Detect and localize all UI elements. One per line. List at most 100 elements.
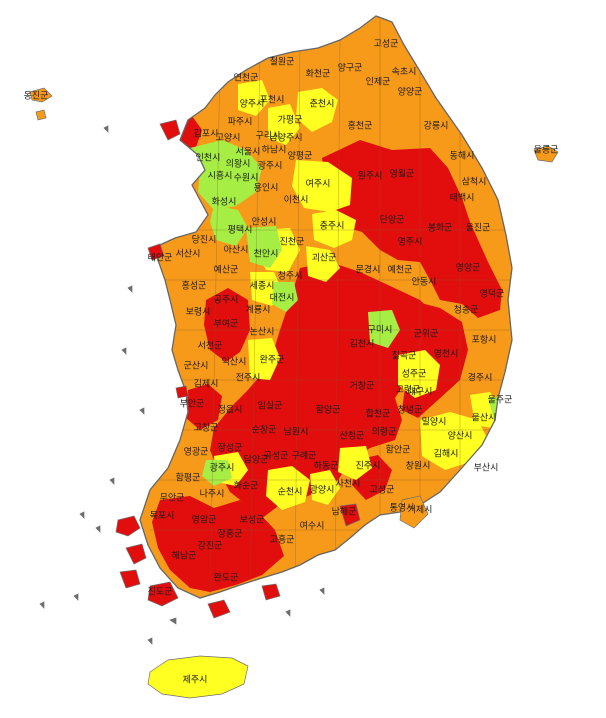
label-taean: 태안군 bbox=[148, 253, 173, 264]
label-mungyeong: 문경시 bbox=[356, 264, 381, 276]
jeju-island bbox=[147, 655, 249, 699]
label-seoul: 서울시 bbox=[236, 147, 261, 158]
region-red-gyeongbuk-north bbox=[400, 210, 445, 258]
region-yellow-goesan bbox=[306, 246, 340, 282]
label-yangju: 양주시 bbox=[240, 99, 265, 110]
wando-island bbox=[207, 599, 231, 619]
label-suncheon: 순천시 bbox=[278, 487, 303, 498]
label-gokseong: 곡성군 bbox=[264, 451, 289, 462]
label-goheung: 고흥군 bbox=[270, 534, 295, 546]
region-yellow-chuncheon bbox=[296, 88, 338, 132]
region-green-gwangju bbox=[202, 460, 232, 486]
label-paju: 파주시 bbox=[228, 117, 253, 128]
gunsan-islands bbox=[175, 385, 189, 399]
label-cheorwon: 철원군 bbox=[270, 57, 295, 68]
region-red-jeonnam-south bbox=[152, 496, 284, 592]
label-wonju: 원주시 bbox=[358, 171, 383, 182]
label-yeongcheon: 영천시 bbox=[434, 349, 459, 360]
label-pohang: 포항시 bbox=[472, 335, 497, 346]
region-green-gumi bbox=[368, 310, 400, 348]
label-goyang: 고양시 bbox=[216, 133, 241, 144]
label-chilgok: 칠곡군 bbox=[392, 351, 417, 362]
geoje-island bbox=[399, 495, 429, 529]
label-geochang: 거창군 bbox=[350, 381, 375, 392]
label-sunchang: 순창군 bbox=[252, 425, 277, 436]
label-cheongju: 청주시 bbox=[278, 271, 303, 282]
label-hadong: 하동군 bbox=[314, 461, 339, 472]
label-yeosu: 여수시 bbox=[300, 520, 325, 532]
label-yeongyang: 영양군 bbox=[456, 263, 481, 274]
label-yeongwol: 영월군 bbox=[390, 168, 415, 180]
label-changnyeong: 창녕군 bbox=[398, 405, 423, 416]
label-sacheon: 사천시 bbox=[336, 479, 361, 490]
label-gangneung: 강릉시 bbox=[424, 121, 449, 132]
label-jindo: 진도군 bbox=[148, 587, 173, 598]
label-donghae: 동해시 bbox=[450, 151, 475, 162]
label-hwasun: 화순군 bbox=[234, 481, 259, 492]
label-gwangyang: 광양시 bbox=[310, 484, 335, 496]
label-yeoncheon: 연천군 bbox=[234, 73, 259, 84]
label-jinju: 진주시 bbox=[356, 461, 381, 472]
label-wanju: 완주군 bbox=[260, 355, 285, 366]
ongjin-island bbox=[29, 87, 53, 103]
label-chuncheon: 춘천시 bbox=[310, 99, 335, 110]
label-cheongsong: 청송군 bbox=[454, 305, 479, 316]
namhae-island bbox=[339, 503, 361, 527]
region-yellow-gapyeong bbox=[268, 104, 300, 145]
label-taebaek: 태백시 bbox=[450, 193, 475, 204]
label-buyeo: 부여군 bbox=[214, 318, 239, 330]
region-yellow-chungju bbox=[312, 210, 356, 248]
label-ongjin: 옹진군 bbox=[24, 91, 49, 102]
label-hongcheon: 홍천군 bbox=[348, 120, 373, 132]
label-uiwang: 의왕시 bbox=[226, 159, 251, 170]
label-jeju: 제주시 bbox=[183, 675, 208, 686]
label-ulju: 울주군 bbox=[488, 395, 513, 406]
label-gunsan: 군산시 bbox=[184, 361, 209, 372]
region-yellow-jinju bbox=[338, 446, 372, 480]
label-goseong: 고성군 bbox=[374, 39, 399, 50]
label-daejeon: 대전시 bbox=[270, 293, 295, 304]
label-hwaseong: 화성시 bbox=[212, 197, 237, 208]
label-namwon: 남원시 bbox=[284, 427, 309, 438]
region-green-gyeonggi-south bbox=[210, 205, 248, 246]
label-gwangju: 광주시 bbox=[210, 462, 235, 474]
label-goesan: 괴산군 bbox=[312, 253, 337, 264]
label-icheon: 이천시 bbox=[284, 195, 309, 206]
label-uiryeong: 의령군 bbox=[372, 426, 397, 438]
label-inje: 인제군 bbox=[366, 77, 391, 88]
ulleung-island bbox=[533, 145, 559, 163]
label-jangheung: 장흥군 bbox=[218, 528, 243, 540]
district-labels: 철원군 화천군 양구군 고성군 연천군 인제군 속초시 양양군 포천시 춘천시 … bbox=[24, 39, 559, 686]
label-miryang: 밀양시 bbox=[422, 416, 447, 428]
goheung-islands bbox=[261, 583, 281, 601]
label-geoje: 거제시 bbox=[408, 505, 433, 516]
label-busan: 부산시 bbox=[474, 463, 499, 474]
label-haenam: 해남군 bbox=[172, 551, 197, 562]
label-daegu: 대구시 bbox=[408, 387, 433, 398]
label-wando: 완도군 bbox=[214, 573, 239, 584]
label-yeongdeok: 영덕군 bbox=[480, 289, 505, 300]
label-yangyang: 양양군 bbox=[398, 87, 423, 98]
small-islands bbox=[39, 125, 325, 645]
label-damyang: 담양군 bbox=[244, 454, 269, 466]
label-andong: 안동시 bbox=[412, 277, 437, 288]
label-seongju: 성주군 bbox=[402, 369, 427, 380]
label-uljin: 울진군 bbox=[466, 223, 491, 234]
label-gimcheon: 김천시 bbox=[350, 338, 375, 350]
label-gapyeong: 가평군 bbox=[278, 115, 303, 126]
label-seosan: 서산시 bbox=[176, 249, 201, 260]
label-pyeongtaek: 평택시 bbox=[228, 225, 253, 236]
district-boundaries bbox=[150, 20, 510, 598]
label-sokcho: 속초시 bbox=[392, 67, 417, 78]
label-buan: 부안군 bbox=[180, 399, 205, 410]
label-gangjin: 강진군 bbox=[198, 541, 223, 552]
label-iksan: 익산시 bbox=[222, 356, 247, 368]
sinan-islands bbox=[115, 515, 147, 589]
label-gimpo: 김포시 bbox=[194, 128, 219, 140]
label-yeongam: 영암군 bbox=[192, 514, 217, 526]
region-yellow-gyeonggi-north bbox=[238, 80, 270, 116]
label-pocheon: 포천시 bbox=[260, 95, 285, 106]
ongjin-island-2 bbox=[35, 109, 47, 121]
label-yecheon: 예천군 bbox=[388, 265, 413, 276]
